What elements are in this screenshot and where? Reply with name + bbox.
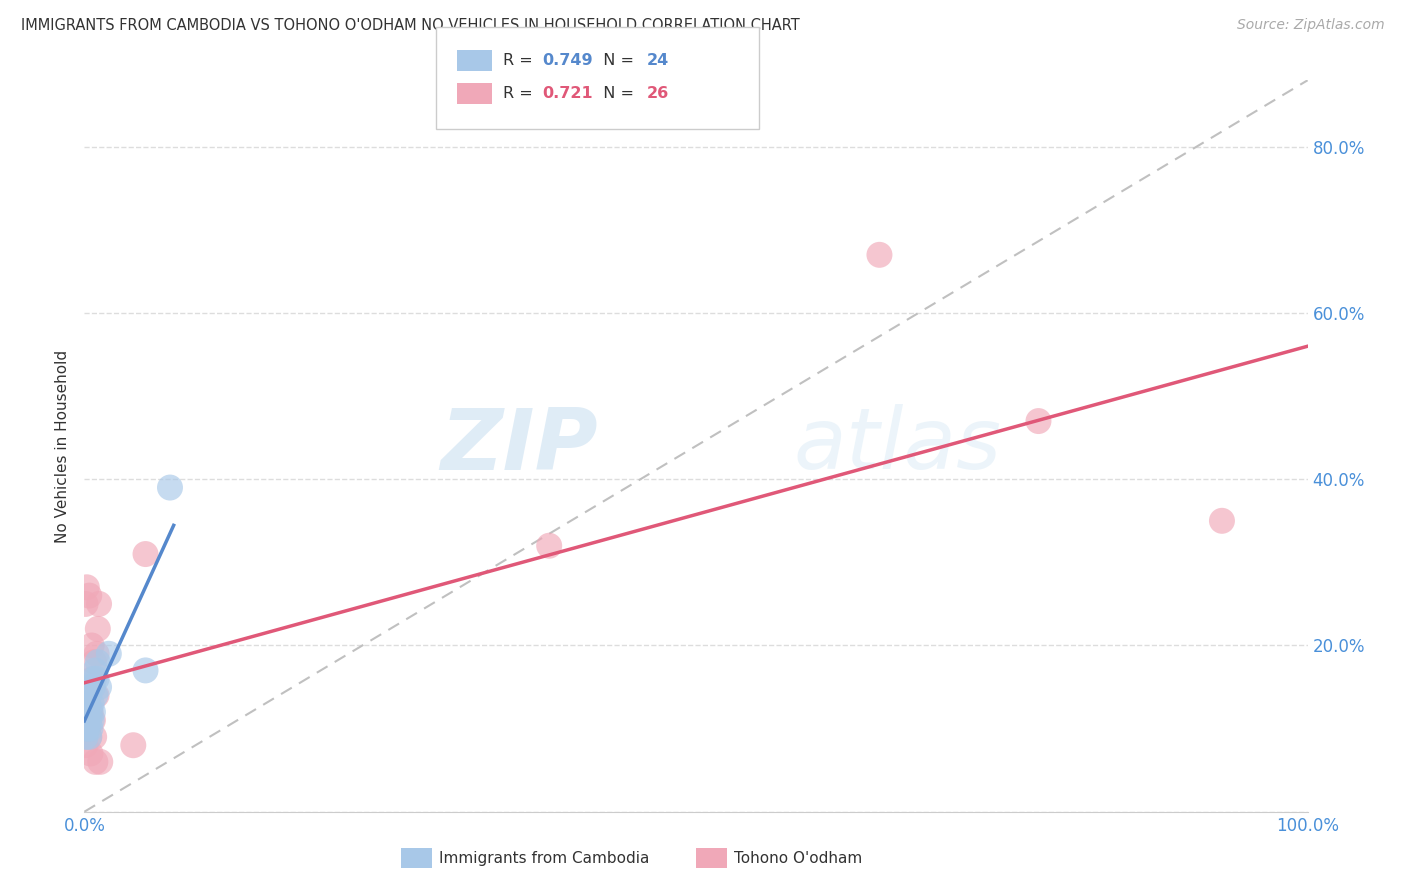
- Point: [77, 697, 100, 711]
- Point: [75, 597, 97, 611]
- Point: [135, 664, 157, 678]
- Text: 26: 26: [647, 87, 669, 101]
- Point: [97, 647, 120, 661]
- Text: 0.749: 0.749: [543, 54, 593, 68]
- Point: [87, 680, 110, 694]
- Point: [84, 664, 107, 678]
- Text: N =: N =: [593, 87, 640, 101]
- Point: [79, 722, 101, 736]
- Point: [82, 714, 104, 728]
- Point: [80, 714, 103, 728]
- Point: [79, 705, 101, 719]
- Text: Immigrants from Cambodia: Immigrants from Cambodia: [439, 851, 650, 865]
- Point: [1028, 414, 1050, 428]
- Text: Source: ZipAtlas.com: Source: ZipAtlas.com: [1237, 18, 1385, 32]
- Point: [84, 689, 107, 703]
- Point: [83, 730, 105, 744]
- Point: [77, 730, 100, 744]
- Point: [80, 639, 103, 653]
- Point: [86, 672, 108, 686]
- Point: [82, 705, 104, 719]
- Point: [86, 647, 108, 661]
- Text: 0.721: 0.721: [543, 87, 593, 101]
- Point: [76, 580, 98, 594]
- Point: [135, 547, 157, 561]
- Point: [122, 738, 145, 752]
- Point: [77, 589, 100, 603]
- Point: [83, 655, 105, 669]
- Point: [76, 705, 98, 719]
- Point: [75, 738, 97, 752]
- Point: [87, 597, 110, 611]
- Point: [79, 705, 101, 719]
- Point: [76, 722, 98, 736]
- Point: [538, 539, 561, 553]
- Text: R =: R =: [503, 87, 538, 101]
- Point: [1211, 514, 1233, 528]
- Point: [77, 722, 100, 736]
- Point: [79, 747, 101, 761]
- Point: [84, 755, 107, 769]
- Point: [86, 689, 108, 703]
- Point: [89, 755, 111, 769]
- Point: [869, 248, 891, 262]
- Y-axis label: No Vehicles in Household: No Vehicles in Household: [55, 350, 70, 542]
- Point: [87, 655, 110, 669]
- Point: [80, 697, 103, 711]
- Point: [87, 622, 110, 636]
- Text: 24: 24: [647, 54, 669, 68]
- Point: [77, 689, 100, 703]
- Point: [77, 730, 100, 744]
- Text: Tohono O'odham: Tohono O'odham: [734, 851, 862, 865]
- Text: R =: R =: [503, 54, 538, 68]
- Point: [77, 714, 100, 728]
- Text: IMMIGRANTS FROM CAMBODIA VS TOHONO O'ODHAM NO VEHICLES IN HOUSEHOLD CORRELATION : IMMIGRANTS FROM CAMBODIA VS TOHONO O'ODH…: [21, 18, 800, 33]
- Point: [83, 672, 105, 686]
- Point: [82, 680, 104, 694]
- Text: ZIP: ZIP: [440, 404, 598, 488]
- Point: [79, 680, 101, 694]
- Point: [77, 697, 100, 711]
- Point: [159, 481, 181, 495]
- Text: N =: N =: [593, 54, 640, 68]
- Point: [82, 672, 104, 686]
- Point: [75, 730, 97, 744]
- Text: atlas: atlas: [794, 404, 1002, 488]
- Point: [76, 722, 98, 736]
